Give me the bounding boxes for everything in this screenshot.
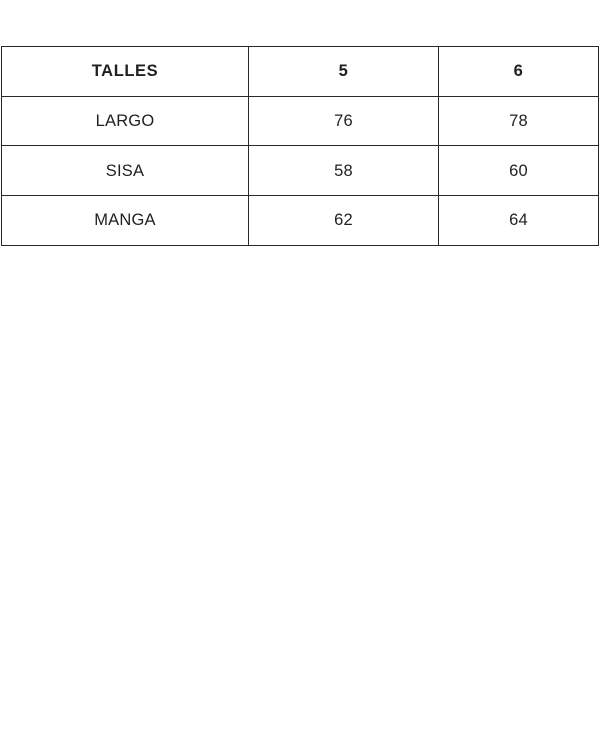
- row-label-manga: MANGA: [1, 195, 249, 246]
- table-row: SISA 58 60: [1, 145, 599, 197]
- cell-sisa-size-6: 60: [438, 145, 599, 197]
- cell-largo-size-5: 76: [248, 95, 439, 147]
- size-chart-table: TALLES 5 6 LARGO 76 78 SISA 58 60 MANGA …: [1, 46, 599, 246]
- header-cell-size-5: 5: [248, 46, 439, 97]
- table-header-row: TALLES 5 6: [1, 46, 599, 97]
- cell-manga-size-5: 62: [248, 195, 439, 246]
- cell-largo-size-6: 78: [438, 95, 599, 147]
- cell-manga-size-6: 64: [438, 195, 599, 246]
- header-cell-talles: TALLES: [1, 46, 249, 97]
- table-row: LARGO 76 78: [1, 95, 599, 147]
- row-label-sisa: SISA: [1, 145, 249, 197]
- table-header: TALLES 5 6: [1, 46, 599, 97]
- row-label-largo: LARGO: [1, 95, 249, 147]
- table-body: LARGO 76 78 SISA 58 60 MANGA 62 64: [1, 95, 599, 246]
- table-row: MANGA 62 64: [1, 195, 599, 246]
- cell-sisa-size-5: 58: [248, 145, 439, 197]
- header-cell-size-6: 6: [438, 46, 599, 97]
